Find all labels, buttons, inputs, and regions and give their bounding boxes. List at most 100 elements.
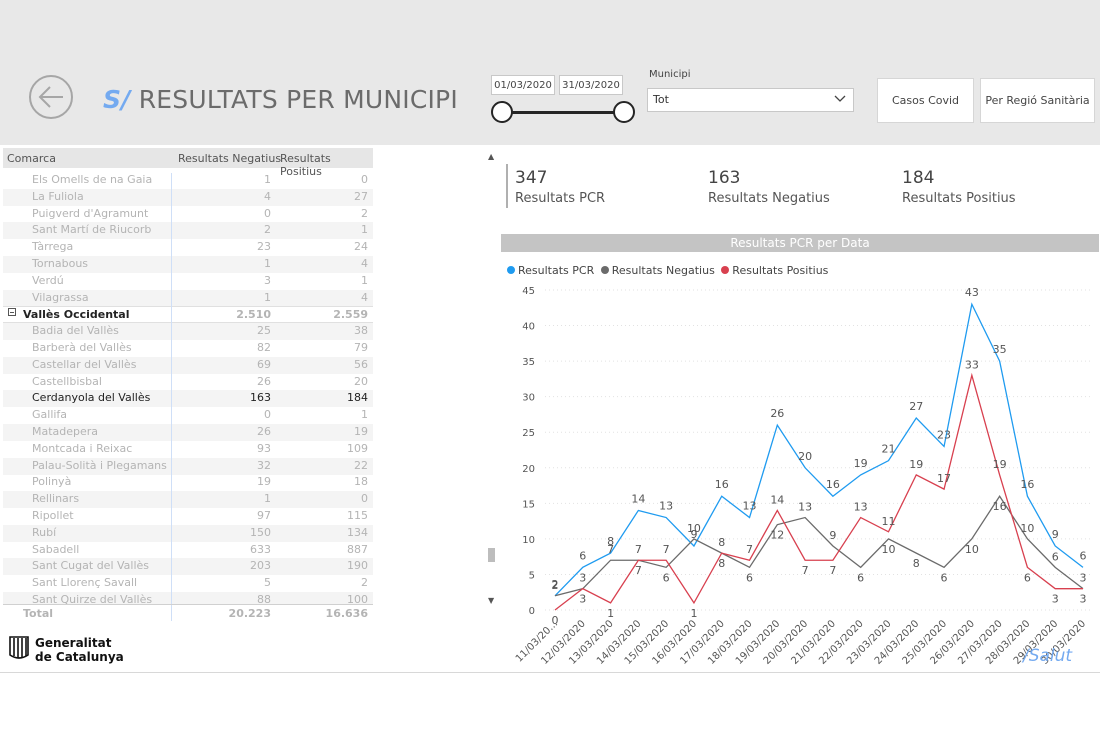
legend-item-negatius[interactable]: Resultats Negatius: [600, 264, 715, 277]
table-row[interactable]: Castellbisbal 26 20: [3, 374, 373, 391]
cell-comarca: Gallifa: [32, 408, 68, 422]
kpi-negatius-value: 163: [708, 168, 741, 188]
legend-label-negatius: Resultats Negatius: [611, 264, 715, 277]
kpi-positius-label: Resultats Positius: [902, 191, 1016, 206]
y-tick-label: 5: [529, 570, 535, 581]
table-row[interactable]: Sant Quirze del Vallès 88 100: [3, 592, 373, 604]
cell-positius: 100: [347, 593, 368, 604]
cell-comarca: Sant Cugat del Vallès: [32, 559, 150, 573]
cell-negatius: 1: [264, 290, 271, 304]
table-row[interactable]: Gallifa 0 1: [3, 407, 373, 424]
cell-comarca: Cerdanyola del Vallès: [32, 391, 151, 405]
cell-comarca: Palau-Solità i Plegamans: [32, 458, 167, 472]
municipi-label: Municipi: [649, 69, 691, 80]
table-row[interactable]: Rubí 150 134: [3, 524, 373, 542]
legend-item-pcr[interactable]: Resultats PCR: [507, 264, 594, 277]
col-header-positius[interactable]: Resultats Positius: [280, 152, 331, 178]
table-scrollbar[interactable]: ▲ ▼: [488, 150, 496, 610]
title-text: RESULTATS PER MUNICIPI: [138, 85, 458, 114]
table-row[interactable]: Polinyà 19 18: [3, 474, 373, 491]
data-label: 6: [1024, 571, 1031, 584]
cell-positius: 79: [354, 341, 368, 354]
table-row[interactable]: Vilagrassa 1 4: [3, 289, 373, 307]
slider-handle-end[interactable]: [613, 101, 635, 123]
table-row[interactable]: Tornabous 1 4: [3, 256, 373, 273]
cell-comarca: Sant Martí de Riucorb: [32, 223, 152, 237]
cell-comarca: Matadepera: [32, 425, 99, 438]
legend-dot-pcr: [507, 266, 515, 274]
date-range-slider[interactable]: [501, 111, 625, 114]
data-label: 6: [1052, 550, 1059, 563]
table-group-row[interactable]: Vallès Occidental 2.510 2.559: [3, 306, 373, 324]
cell-positius: 887: [347, 542, 368, 556]
cell-positius: 20: [354, 374, 368, 388]
cell-positius: 18: [354, 475, 368, 489]
table-row[interactable]: Verdú 3 1: [3, 273, 373, 290]
data-label: 9: [829, 529, 836, 542]
data-label: 8: [913, 557, 920, 570]
table-row[interactable]: Badia del Vallès 25 38: [3, 323, 373, 341]
table-row[interactable]: Sant Llorenç Savall 5 2: [3, 575, 373, 592]
table-body[interactable]: Els Omells de na Gaia 1 0 La Fuliola 4 27 Puig…: [3, 172, 373, 604]
chart-legend: Resultats PCR Resultats Negatius Resulta…: [507, 264, 831, 277]
col-header-negatius[interactable]: Resultats Negatius: [178, 152, 282, 165]
table-row[interactable]: Puigverd d'Agramunt 0 2: [3, 206, 373, 223]
table-row[interactable]: Palau-Solità i Plegamans 32 22: [3, 457, 373, 475]
page-title: S/ RESULTATS PER MUNICIPI: [103, 85, 458, 114]
table-row[interactable]: Ripollet 97 115: [3, 508, 373, 525]
cell-positius: 56: [354, 357, 368, 371]
table-row[interactable]: Tàrrega 23 24: [3, 239, 373, 256]
table-row[interactable]: Els Omells de na Gaia 1 0: [3, 172, 373, 189]
cell-positius: 190: [347, 559, 368, 573]
data-label: 16: [826, 478, 840, 491]
cell-positius: 24: [354, 240, 368, 254]
data-label: 1: [607, 607, 614, 620]
footer-divider: [0, 672, 1100, 673]
cell-negatius: 1: [264, 492, 271, 506]
data-label: 13: [798, 501, 812, 514]
data-label: 26: [770, 407, 784, 420]
cell-negatius: 26: [257, 374, 271, 388]
table-row[interactable]: Sant Cugat del Vallès 203 190: [3, 558, 373, 576]
municipi-selected-value: Tot: [653, 93, 669, 106]
casos-covid-button[interactable]: Casos Covid: [877, 78, 974, 123]
data-label: 7: [802, 564, 809, 577]
table-row[interactable]: Cerdanyola del Vallès 163 184: [3, 390, 373, 408]
data-label: 9: [1052, 528, 1059, 541]
table-row[interactable]: Sabadell 633 887: [3, 542, 373, 559]
data-label: 7: [635, 564, 642, 577]
table-row[interactable]: Montcada i Reixac 93 109: [3, 441, 373, 458]
date-from-field[interactable]: 01/03/2020: [491, 75, 555, 95]
cell-positius: 27: [354, 189, 368, 203]
col-header-comarca[interactable]: Comarca: [7, 152, 56, 165]
cell-positius: 22: [354, 458, 368, 472]
collapse-icon[interactable]: [8, 308, 16, 317]
regio-sanitaria-button[interactable]: Per Regió Sanitària: [980, 78, 1095, 123]
scroll-up-icon[interactable]: ▲: [488, 152, 495, 161]
back-button[interactable]: [29, 75, 73, 119]
scrollbar-thumb[interactable]: [488, 548, 495, 562]
generalitat-logo-icon: [9, 636, 29, 659]
table-row[interactable]: Rellinars 1 0: [3, 491, 373, 509]
cell-negatius: 1: [264, 257, 271, 270]
data-label: 6: [663, 571, 670, 584]
y-tick-label: 15: [522, 499, 535, 510]
cell-positius: 1: [361, 273, 368, 287]
cell-positius: 109: [347, 441, 368, 455]
scroll-down-icon[interactable]: ▼: [488, 596, 495, 605]
table-row[interactable]: Castellar del Vallès 69 56: [3, 356, 373, 374]
pcr-line-chart[interactable]: 05101520253035404511/03/20...12/03/20201…: [500, 280, 1100, 670]
data-label: 3: [1080, 572, 1087, 585]
date-to-field[interactable]: 31/03/2020: [559, 75, 623, 95]
data-label: 10: [1020, 522, 1034, 535]
salut-brand: /Salut: [1023, 646, 1073, 666]
table-row[interactable]: Matadepera 26 19: [3, 424, 373, 441]
cell-negatius: 633: [250, 542, 271, 556]
data-label: 23: [937, 428, 951, 441]
table-row[interactable]: Barberà del Vallès 82 79: [3, 340, 373, 357]
table-row[interactable]: Sant Martí de Riucorb 2 1: [3, 222, 373, 240]
table-row[interactable]: La Fuliola 4 27: [3, 188, 373, 206]
municipi-dropdown[interactable]: Tot: [647, 88, 854, 112]
legend-item-positius[interactable]: Resultats Positius: [721, 264, 828, 277]
slider-handle-start[interactable]: [491, 101, 513, 123]
